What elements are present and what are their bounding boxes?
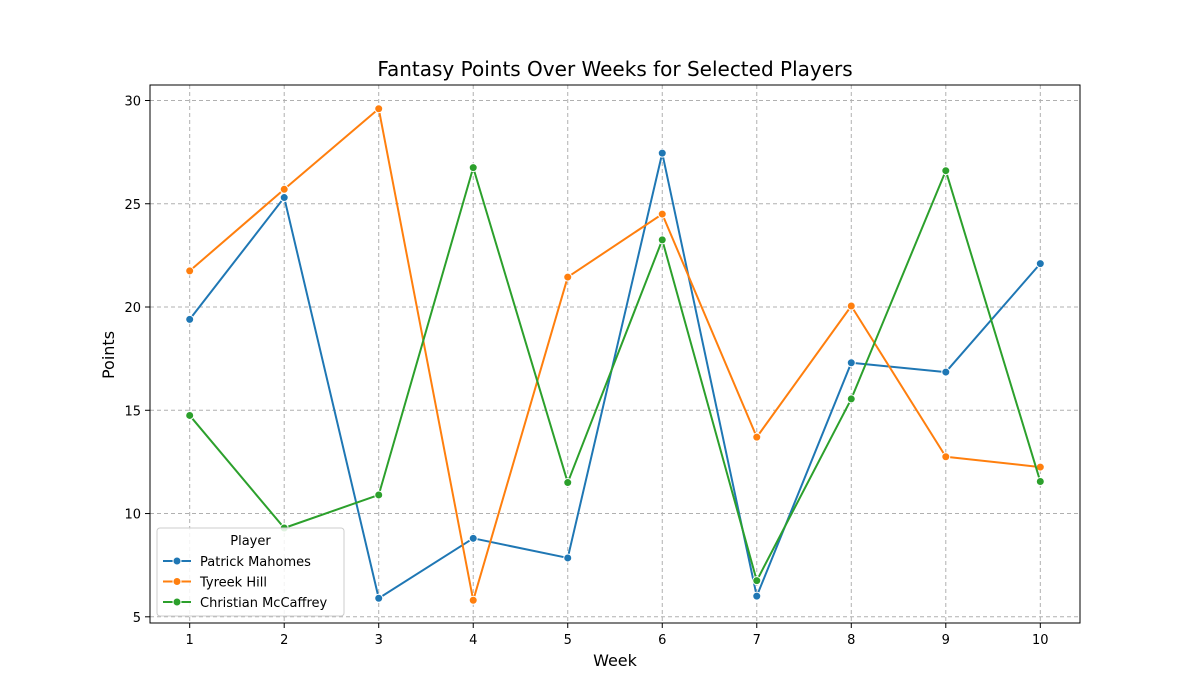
y-tick-label: 10 bbox=[124, 508, 141, 523]
data-point bbox=[374, 490, 384, 500]
y-tick-label: 25 bbox=[124, 198, 141, 213]
data-point bbox=[563, 272, 573, 282]
legend-item: Patrick Mahomes bbox=[163, 555, 311, 570]
y-tick-label: 20 bbox=[124, 301, 141, 316]
data-point bbox=[657, 148, 667, 158]
data-point bbox=[941, 166, 951, 176]
series-line bbox=[189, 107, 1041, 602]
series-christian-mccaffrey bbox=[185, 163, 1045, 586]
series-patrick-mahomes bbox=[185, 148, 1045, 603]
legend-item: Tyreek Hill bbox=[163, 576, 267, 591]
x-tick-label: 3 bbox=[375, 633, 383, 648]
data-point bbox=[752, 432, 762, 442]
ticks: 1 2 3 4 5 6 7 8 9 10 5 10 15 20 25 30 bbox=[124, 94, 1048, 648]
data-point bbox=[941, 452, 951, 462]
x-axis-label: Week bbox=[593, 651, 638, 670]
series-tyreek-hill bbox=[185, 104, 1045, 605]
data-point bbox=[752, 576, 762, 586]
x-tick-label: 5 bbox=[564, 633, 572, 648]
x-tick-label: 2 bbox=[280, 633, 288, 648]
series-line bbox=[188, 166, 1042, 582]
legend-label: Patrick Mahomes bbox=[200, 555, 311, 570]
y-tick-label: 5 bbox=[133, 611, 141, 626]
x-tick-label: 7 bbox=[753, 633, 761, 648]
y-axis-label: Points bbox=[99, 331, 118, 379]
y-tick-label: 30 bbox=[124, 94, 141, 109]
data-point bbox=[846, 394, 856, 404]
y-tick-label: 15 bbox=[124, 404, 141, 419]
x-tick-label: 8 bbox=[847, 633, 855, 648]
data-point bbox=[185, 266, 195, 276]
x-tick-label: 10 bbox=[1032, 633, 1049, 648]
data-point bbox=[468, 163, 478, 173]
series-line bbox=[188, 152, 1042, 600]
legend-swatch-marker bbox=[172, 577, 182, 586]
legend-swatch-marker bbox=[172, 556, 182, 566]
chart-title: Fantasy Points Over Weeks for Selected P… bbox=[377, 57, 852, 81]
legend-swatch-marker bbox=[172, 597, 182, 607]
legend-title: Player bbox=[230, 534, 271, 549]
x-tick-label: 6 bbox=[658, 633, 666, 648]
legend-item: Christian McCaffrey bbox=[163, 596, 328, 611]
data-point bbox=[185, 410, 195, 420]
data-point bbox=[846, 358, 856, 368]
series-layer bbox=[185, 104, 1045, 605]
legend: Player Patrick Mahomes Tyreek Hill Christia… bbox=[156, 527, 345, 617]
data-point bbox=[563, 478, 573, 488]
legend-label: Tyreek Hill bbox=[199, 576, 267, 591]
data-point bbox=[1035, 259, 1045, 269]
x-tick-label: 9 bbox=[942, 633, 950, 648]
x-tick-label: 1 bbox=[186, 633, 194, 648]
data-point bbox=[846, 301, 856, 311]
data-point bbox=[185, 314, 195, 324]
legend-label: Christian McCaffrey bbox=[200, 596, 328, 611]
data-point bbox=[374, 104, 384, 114]
data-point bbox=[1035, 477, 1045, 487]
data-point bbox=[279, 184, 289, 194]
data-point bbox=[468, 595, 478, 605]
data-point bbox=[374, 593, 384, 603]
data-point bbox=[279, 193, 289, 203]
data-point bbox=[941, 367, 951, 377]
data-point bbox=[657, 235, 667, 245]
data-point bbox=[563, 553, 573, 563]
plot-frame bbox=[149, 84, 1081, 624]
x-tick-label: 4 bbox=[469, 633, 477, 648]
data-point bbox=[657, 209, 667, 219]
legend-box bbox=[156, 527, 345, 617]
data-point bbox=[468, 533, 478, 543]
data-point bbox=[752, 591, 762, 601]
